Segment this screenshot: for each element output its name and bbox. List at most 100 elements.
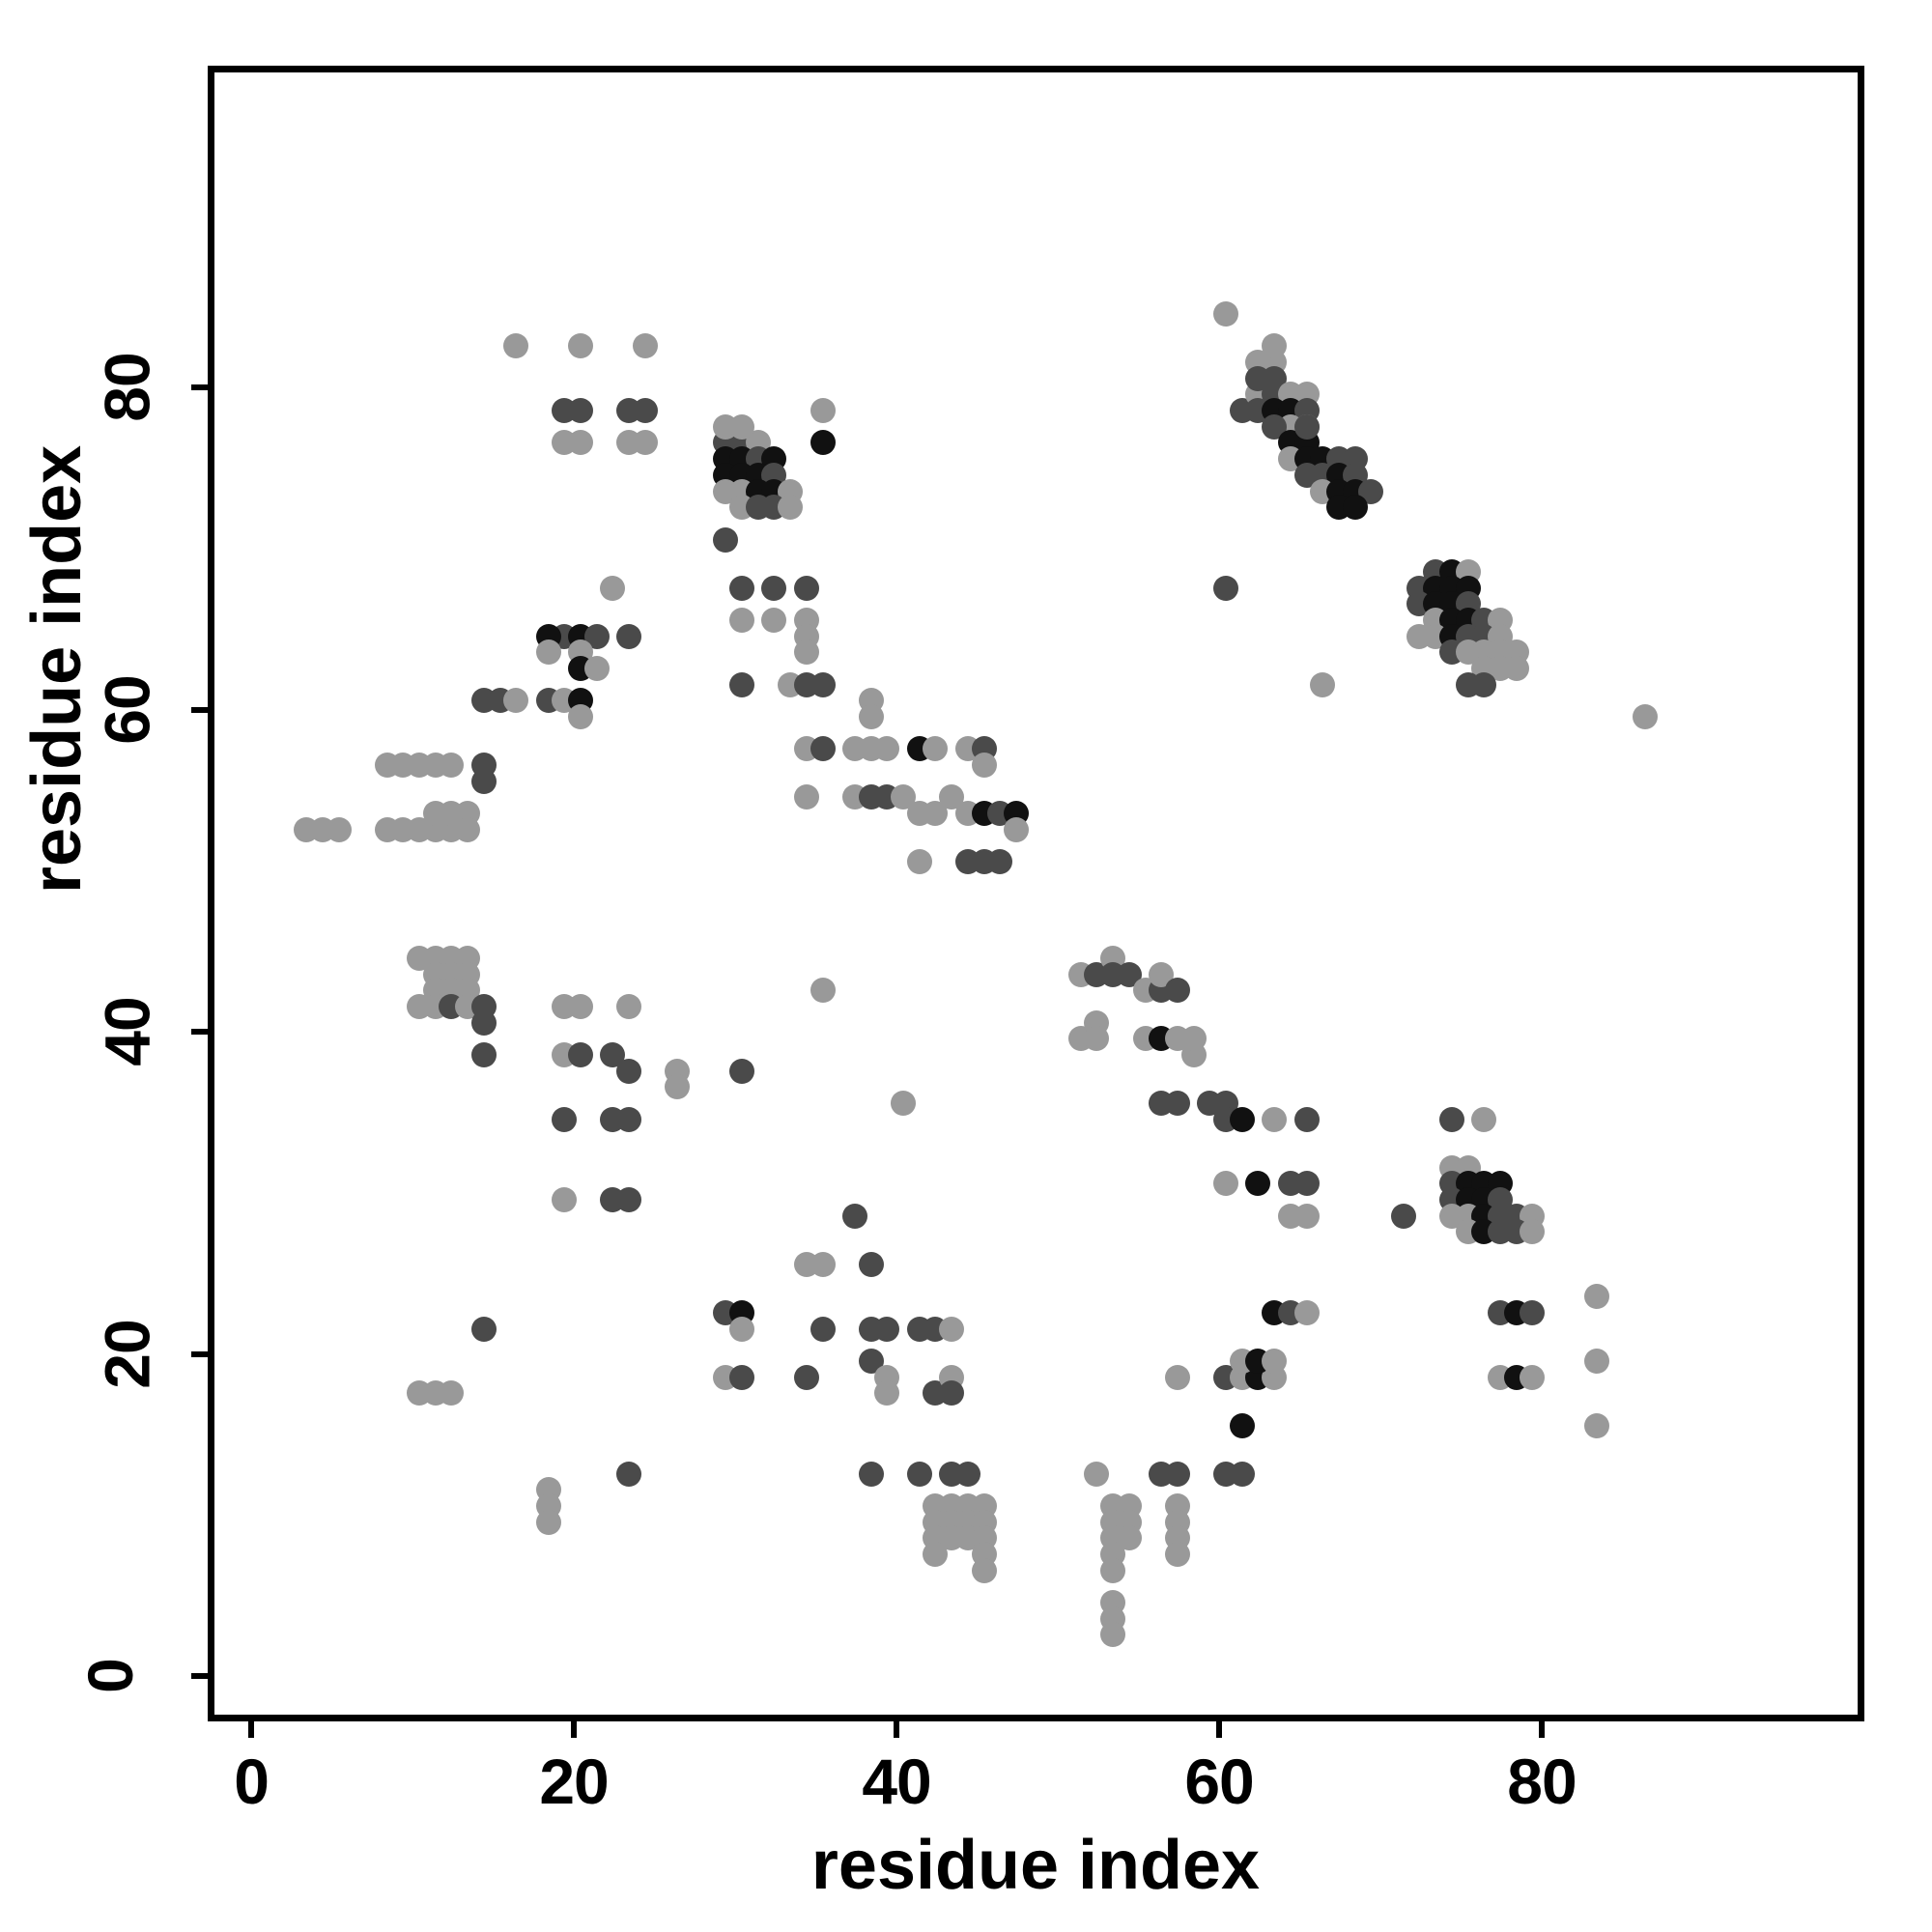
scatter-point [1180,1026,1207,1052]
scatter-point [632,430,658,456]
scatter-point [616,1106,642,1132]
scatter-point [326,816,352,842]
scatter-point [874,736,900,762]
scatter-point [1438,1106,1464,1132]
scatter-point [858,703,884,729]
scatter-point [455,816,481,842]
y-tick-label: 80 [92,351,163,424]
scatter-point [1245,1171,1271,1197]
scatter-point [1520,1299,1546,1325]
scatter-point [923,736,949,762]
scatter-point [874,1380,900,1406]
scatter-point [906,1461,932,1487]
scatter-point [729,413,755,440]
scatter-point [729,575,755,601]
scatter-point [439,752,465,778]
x-tick-label: 40 [862,1746,931,1817]
scatter-point [1262,1106,1288,1132]
scatter-point [954,1461,980,1487]
scatter-point [1262,333,1288,359]
scatter-point [568,333,594,359]
scatter-point [1164,1541,1190,1567]
scatter-point [1084,1026,1110,1052]
scatter-point [1229,1461,1255,1487]
scatter-point [1116,1525,1142,1551]
scatter-point [616,623,642,649]
scatter-point [1293,413,1320,440]
scatter-point [1520,1219,1546,1245]
y-tick-mark [191,1350,208,1357]
scatter-point [665,1074,691,1100]
scatter-point [874,1316,900,1342]
scatter-point [600,575,626,601]
scatter-point [1164,1364,1190,1390]
x-tick-mark [1216,1721,1223,1738]
x-tick-label: 20 [539,1746,609,1817]
scatter-point [1084,1461,1110,1487]
scatter-point [729,607,755,633]
scatter-point [632,398,658,424]
y-tick-mark [191,1029,208,1036]
scatter-point [1100,1557,1126,1583]
scatter-point [729,671,755,697]
x-tick-mark [1539,1721,1546,1738]
scatter-point [810,1316,836,1342]
scatter-point [1003,816,1029,842]
scatter-point [470,1042,497,1068]
scatter-point [470,1009,497,1036]
scatter-point [1164,978,1190,1004]
y-axis-label: residue index [18,444,96,894]
scatter-point [1471,671,1497,697]
scatter-point [583,655,610,681]
scatter-point [1293,1106,1320,1132]
scatter-point [810,1251,836,1277]
x-tick-mark [894,1721,900,1738]
y-tick-label: 40 [92,995,163,1068]
scatter-point [761,607,787,633]
scatter-point [713,526,739,553]
scatter-point [923,1541,949,1567]
x-tick-label: 60 [1184,1746,1254,1817]
y-tick-label-text: 20 [91,1320,163,1389]
scatter-point [552,1106,578,1132]
y-tick-mark [191,1673,208,1680]
plot-panel [208,66,1864,1721]
y-tick-label: 0 [74,1639,146,1713]
scatter-point [729,1058,755,1084]
scatter-point [810,736,836,762]
scatter-point [1584,1348,1610,1374]
scatter-point [1633,703,1659,729]
y-tick-mark [191,706,208,713]
scatter-point [1293,1171,1320,1197]
scatter-point [987,848,1013,874]
scatter-point [793,784,819,810]
scatter-point [616,1461,642,1487]
scatter-point [810,430,836,456]
scatter-point [729,1316,755,1342]
scatter-point [810,671,836,697]
scatter-point [939,1316,965,1342]
scatter-points-layer [214,72,1858,1715]
scatter-point [939,1380,965,1406]
y-tick-label: 20 [91,1318,163,1391]
scatter-point [535,1509,561,1535]
scatter-point [1342,495,1368,521]
scatter-point [1213,1171,1239,1197]
scatter-point [971,752,997,778]
scatter-point [906,848,932,874]
x-axis-label: residue index [810,1827,1261,1904]
scatter-point [470,768,497,794]
scatter-point [761,575,787,601]
scatter-point [568,1042,594,1068]
scatter-point [632,333,658,359]
x-tick-mark [248,1721,255,1738]
scatter-point [1503,655,1529,681]
scatter-point [535,639,561,666]
scatter-point [616,994,642,1020]
scatter-point [1293,1203,1320,1229]
scatter-point [1229,1412,1255,1438]
scatter-point [810,398,836,424]
plot-area [214,72,1858,1715]
scatter-point [1100,1622,1126,1648]
scatter-point [568,703,594,729]
